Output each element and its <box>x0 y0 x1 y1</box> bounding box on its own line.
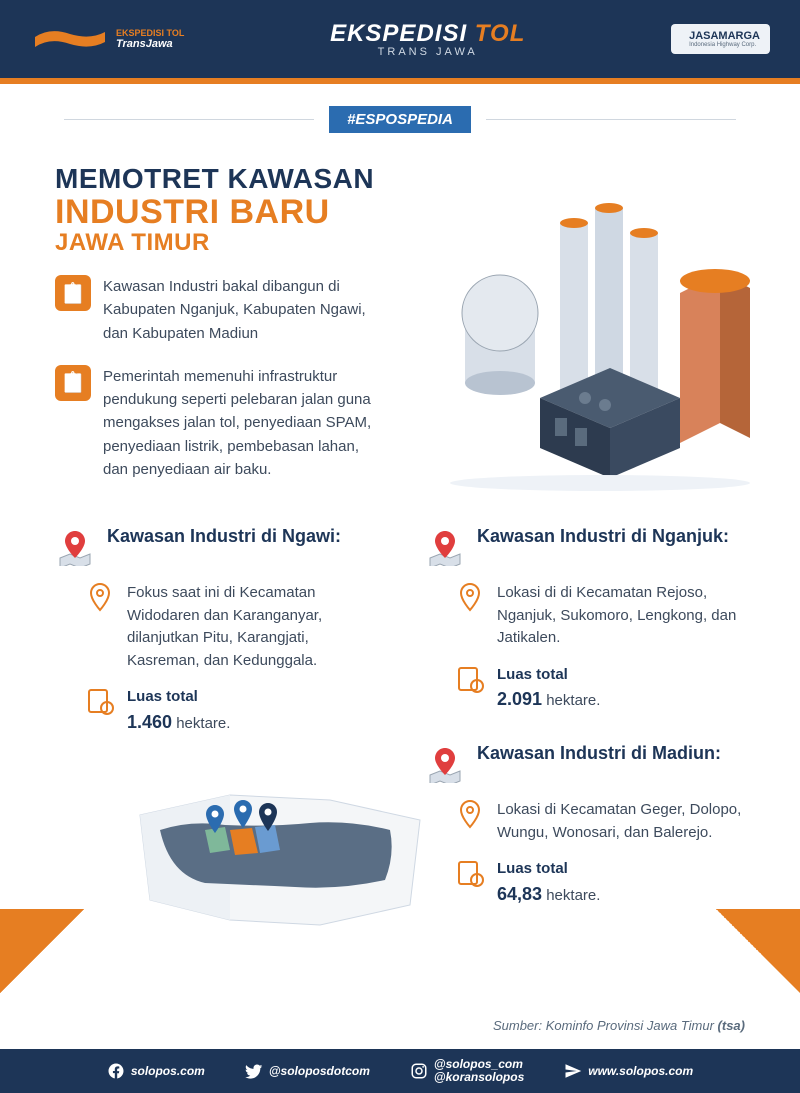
logo-left-line2: TransJawa <box>116 38 184 50</box>
footer-bar: solopos.com @soloposdotcom @solopos_com … <box>0 1049 800 1093</box>
send-icon <box>564 1062 582 1080</box>
hashtag-row: #ESPOSPEDIA <box>0 106 800 133</box>
ngawi-luas-unit: hektare. <box>176 715 230 732</box>
area-icon <box>85 686 115 716</box>
area-icon <box>455 664 485 694</box>
jasamarga-name: JASAMARGA <box>689 30 760 42</box>
hashtag-badge: #ESPOSPEDIA <box>329 106 471 133</box>
nganjuk-luas-unit: hektare. <box>546 692 600 709</box>
region-nganjuk-location: Lokasi di di Kecamatan Rejoso, Nganjuk, … <box>497 582 745 650</box>
bullet-2: Pemerintah memenuhi infrastruktur penduk… <box>55 365 385 481</box>
map-pin-icon <box>55 526 95 566</box>
corner-decoration <box>0 909 140 1049</box>
header-title-2: TOL <box>475 20 526 47</box>
clipboard-icon <box>55 275 91 311</box>
ngawi-luas-label: Luas total <box>127 686 230 709</box>
bullet-1: Kawasan Industri bakal dibangun di Kabup… <box>55 275 385 345</box>
header-title: EKSPEDISI TOL TRANS JAWA <box>330 20 525 58</box>
location-icon <box>455 799 485 829</box>
bullet-2-text: Pemerintah memenuhi infrastruktur penduk… <box>103 365 385 481</box>
region-madiun: Kawasan Industri di Madiun: Lokasi di Ke… <box>425 743 745 908</box>
map-pin-icon <box>425 743 465 783</box>
map-pin-icon <box>425 526 465 566</box>
logo-transjawa: EKSPEDISI TOL TransJawa <box>30 22 184 57</box>
facebook-icon <box>107 1062 125 1080</box>
logo-jasamarga: JASAMARGA Indonesia Highway Corp. <box>671 24 770 54</box>
nganjuk-luas-label: Luas total <box>497 664 600 687</box>
region-nganjuk-title: Kawasan Industri di Nganjuk: <box>477 526 729 548</box>
madiun-luas-label: Luas total <box>497 858 600 881</box>
nganjuk-luas-value: 2.091 <box>497 689 542 709</box>
region-nganjuk: Kawasan Industri di Nganjuk: Lokasi di d… <box>425 526 745 713</box>
logo-left-line1: EKSPEDISI TOL <box>116 28 184 38</box>
header-bar: EKSPEDISI TOL TransJawa EKSPEDISI TOL TR… <box>0 0 800 78</box>
area-icon <box>455 858 485 888</box>
corner-decoration <box>660 909 800 1049</box>
region-ngawi-title: Kawasan Industri di Ngawi: <box>107 526 341 548</box>
clipboard-icon <box>55 365 91 401</box>
header-title-1: EKSPEDISI <box>330 20 467 47</box>
region-madiun-location: Lokasi di Kecamatan Geger, Dolopo, Wungu… <box>497 799 745 844</box>
ngawi-luas-value: 1.460 <box>127 712 172 732</box>
factory-illustration <box>430 203 760 493</box>
footer-twitter: @soloposdotcom <box>245 1062 370 1080</box>
instagram-icon <box>410 1062 428 1080</box>
jasamarga-tagline: Indonesia Highway Corp. <box>689 42 760 48</box>
region-madiun-title: Kawasan Industri di Madiun: <box>477 743 721 765</box>
location-icon <box>455 582 485 612</box>
region-ngawi-location: Fokus saat ini di Kecamatan Widodaren da… <box>127 582 375 672</box>
madiun-luas-value: 64,83 <box>497 884 542 904</box>
twitter-icon <box>245 1062 263 1080</box>
footer-instagram: @solopos_com @koransolopos <box>410 1058 524 1084</box>
footer-facebook: solopos.com <box>107 1062 205 1080</box>
bullet-1-text: Kawasan Industri bakal dibangun di Kabup… <box>103 275 385 345</box>
footer-website: www.solopos.com <box>564 1062 693 1080</box>
location-icon <box>85 582 115 612</box>
title-line1: MEMOTRET KAWASAN <box>55 163 745 195</box>
java-map-illustration <box>130 775 430 945</box>
region-ngawi: Kawasan Industri di Ngawi: Fokus saat in… <box>55 526 375 736</box>
madiun-luas-unit: hektare. <box>546 887 600 904</box>
